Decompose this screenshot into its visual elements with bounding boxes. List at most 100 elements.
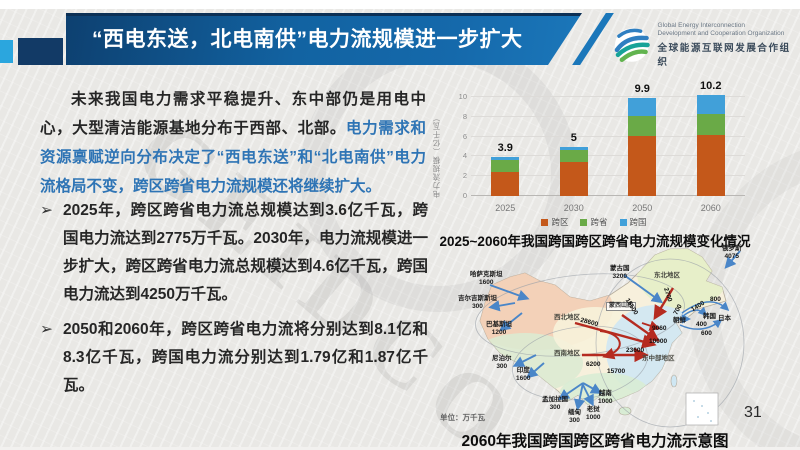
legend-swatch [580, 219, 588, 227]
bar-segment-跨国 [559, 146, 588, 151]
page-title: “西电东送，北电南供”电力流规模进一步扩大 [92, 28, 523, 51]
map-label: 俄罗斯 4075 [722, 245, 742, 260]
y-tick-label: 6 [462, 131, 467, 141]
legend-item: 跨区 [541, 216, 568, 228]
bar-segment-跨省 [559, 150, 588, 163]
bar-total-label: 10.2 [700, 80, 722, 93]
map-label: 蒙西山西 [606, 302, 637, 312]
map-label: 23600 [626, 347, 645, 354]
bar-segment-跨区 [491, 172, 520, 196]
map-label: 尼泊尔 300 [492, 355, 512, 370]
bullet-arrow-icon: ➢ [40, 202, 53, 219]
bar-segment-跨国 [491, 157, 520, 161]
bullet-item-1: ➢ 2025年，跨区跨省电力流总规模达到3.6亿千瓦，跨国电力流达到2775万千瓦… [40, 197, 428, 309]
chart-caption: 2025~2060年我国跨国跨区跨省电力流规模变化情况 [439, 234, 751, 249]
gridline [471, 195, 745, 196]
logo-text-en2: Development and Cooperation Organization [657, 30, 785, 37]
map-label: 老挝 1000 [586, 406, 601, 421]
gridline [471, 96, 745, 97]
bar-total-label: 9.9 [634, 83, 650, 95]
banner-diagonal-stripe [572, 13, 614, 65]
legend-item: 跨国 [619, 216, 647, 228]
y-tick-label: 8 [462, 111, 467, 121]
intro-paragraph: 未来我国电力需求平稳提升、东中部仍是用电中心，大型清洁能源基地分布于西部、北部。… [40, 85, 426, 201]
x-tick-label: 2030 [563, 203, 584, 213]
globe-icon [614, 28, 650, 63]
x-tick-label: 2050 [632, 203, 653, 213]
top-margin-bar [0, 0, 800, 9]
y-tick-label: 10 [458, 92, 467, 101]
bar-column: 9.9 2050 [628, 83, 657, 213]
china-power-flow-map: 哈萨克斯坦 1600 吉尔吉斯斯坦 300 巴基斯坦 1200 尼泊尔 300 印度 1… [430, 243, 765, 429]
bullet-text-1: 2025年，跨区跨省电力流总规模达到3.6亿千瓦，跨国电力流达到2775万千瓦。… [63, 202, 428, 303]
page-number: 31 [744, 404, 762, 421]
title-banner: “西电东送，北电南供”电力流规模进一步扩大 [66, 13, 582, 65]
bar-segment-跨区 [696, 134, 725, 196]
map-label: 日本 [718, 315, 731, 322]
map-label: 东北地区 [654, 272, 680, 279]
bottom-margin-bar [0, 447, 800, 450]
map-label: 韩国 [703, 313, 716, 320]
map-label: 西南地区 [554, 350, 580, 357]
legend-swatch [619, 219, 627, 227]
bar-total-label: 3.9 [497, 142, 513, 155]
map-label: 巴基斯坦 1200 [486, 321, 512, 336]
map-label: 朝鲜 [673, 317, 686, 324]
bar-segment-跨国 [628, 98, 657, 116]
map-label: 哈萨克斯坦 1600 [470, 271, 503, 286]
map-label: 9060 [652, 325, 667, 332]
legend-swatch [541, 219, 549, 227]
bar-total-label: 5 [570, 131, 577, 144]
map-label: 东中部地区 [642, 355, 675, 362]
chart-legend: 跨区 跨省 跨国 [433, 216, 755, 228]
y-tick-label: 2 [462, 171, 467, 181]
map-label: 400 [696, 321, 707, 328]
logo-text-zh: 全球能源互联网发展合作组织 [657, 43, 791, 68]
map-label: 越南 1000 [598, 390, 613, 405]
bar-segment-跨省 [628, 115, 657, 136]
map-label: 印度 1600 [516, 367, 531, 382]
legend-item: 跨省 [580, 216, 608, 228]
map-label: 15700 [607, 368, 626, 375]
gridline [471, 115, 745, 117]
bar-column: 3.9 2025 [491, 97, 520, 213]
map-label: 蒙古国 3200 [610, 265, 630, 280]
map-label: 孟加拉国 300 [542, 396, 568, 411]
bullet-text-2: 2050和2060年，跨区跨省电力流将分别达到8.1亿和8.3亿千瓦，跨国电力流… [63, 321, 428, 394]
x-tick-label: 2025 [495, 203, 516, 213]
bar-segment-跨区 [628, 135, 657, 196]
map-label: 吉尔吉斯斯坦 300 [458, 295, 497, 310]
org-logo: Global Energy Interconnection Developmen… [613, 22, 800, 68]
bar-segment-跨国 [696, 95, 725, 114]
bullet-list: ➢ 2025年，跨区跨省电力流总规模达到3.6亿千瓦，跨国电力流达到2775万千瓦… [40, 197, 428, 407]
bar-segment-跨区 [559, 162, 588, 196]
paragraph-highlight-text: 电力需求和资源禀赋逆向分布决定了“西电东送”和“北电南供”电力流格局不变，跨区跨… [40, 120, 426, 195]
y-tick-label: 4 [462, 151, 467, 161]
bullet-arrow-icon: ➢ [40, 321, 53, 338]
map-label: 6200 [586, 361, 601, 368]
bar-segment-跨省 [491, 160, 520, 173]
x-tick-label: 2060 [700, 203, 721, 213]
chart-y-axis-label: 电力流规模（亿千瓦） [432, 113, 441, 199]
bar-column: 10.2 2060 [696, 80, 725, 213]
map-caption: 2060年我国跨国跨区跨省电力流示意图 [461, 433, 729, 450]
map-label: 单位：万千瓦 [440, 413, 485, 422]
chart-plot-area: 0 2 4 6 8 10 3.9 2025 5 2030 9.9 2050 10.2 2060 [459, 80, 745, 213]
gridline [471, 155, 745, 157]
accent-square-light [0, 40, 13, 63]
bar-segment-跨省 [696, 113, 725, 135]
paragraph-normal-text: 未来我国电力需求平稳提升、东中部仍是用电中心，大型清洁能源基地分布于西部、北部。 [40, 91, 426, 137]
map-label: 西北地区 [554, 314, 580, 321]
gridline [471, 135, 745, 137]
logo-text-en1: Global Energy Interconnection [657, 22, 745, 29]
bar-column: 5 2030 [559, 97, 588, 213]
gridline [471, 175, 745, 177]
map-label: 600 [701, 330, 712, 337]
y-tick-label: 0 [462, 191, 467, 200]
map-label: 800 [710, 296, 721, 303]
china-map-graphic [475, 248, 745, 428]
map-label: 10000 [649, 338, 668, 345]
accent-square-dark [18, 38, 63, 65]
bullet-item-2: ➢ 2050和2060年，跨区跨省电力流将分别达到8.1亿和8.3亿千瓦，跨国电力… [40, 316, 428, 400]
